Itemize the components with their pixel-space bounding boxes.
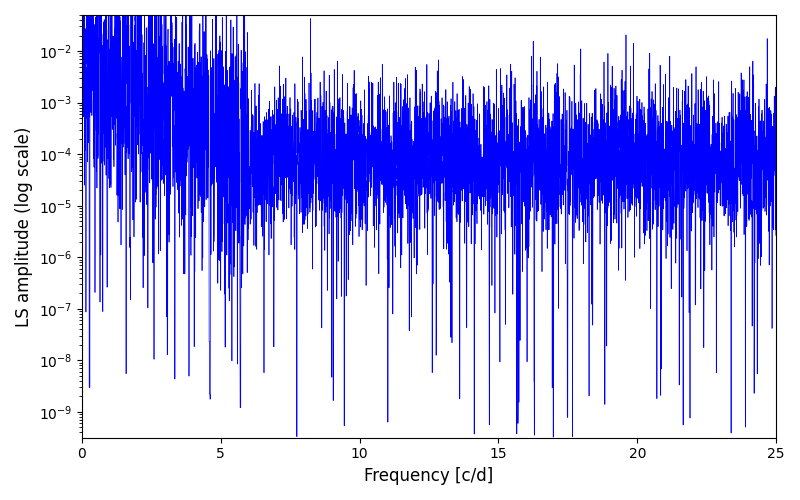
X-axis label: Frequency [c/d]: Frequency [c/d] — [364, 467, 494, 485]
Y-axis label: LS amplitude (log scale): LS amplitude (log scale) — [15, 126, 33, 326]
